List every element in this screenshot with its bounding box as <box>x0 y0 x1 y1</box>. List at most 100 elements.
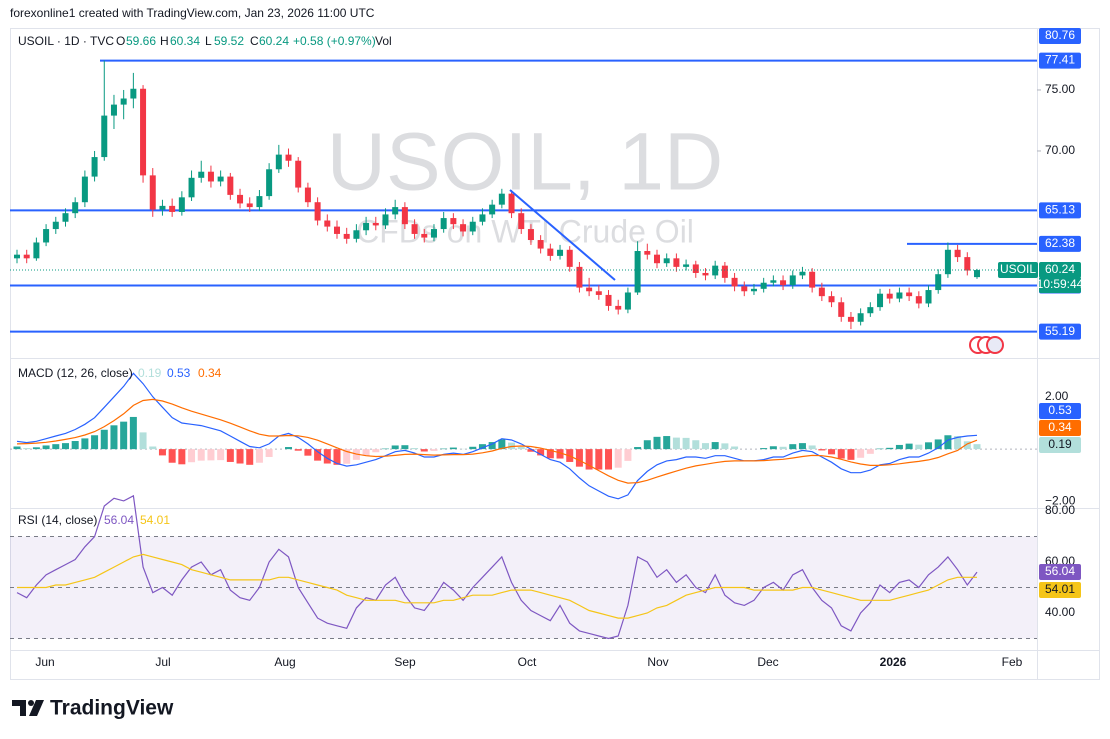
logo-mark <box>12 700 26 716</box>
histogram-bar <box>789 444 797 450</box>
candle-body <box>14 254 20 259</box>
price-label-bg <box>1039 403 1081 419</box>
candle-body <box>430 229 437 238</box>
candle-body <box>130 88 137 99</box>
candle-body <box>925 290 932 304</box>
legend-letter: O <box>116 34 125 48</box>
candle-body <box>944 249 951 275</box>
candle-body <box>760 282 767 289</box>
histogram-bar <box>139 432 147 450</box>
candle-body <box>343 233 350 239</box>
histogram-bar <box>265 449 273 457</box>
histogram-bar <box>798 443 806 450</box>
price-label: 0.53 <box>1048 403 1072 417</box>
candle-body <box>178 197 185 212</box>
frame <box>10 28 1100 680</box>
candle-body <box>527 229 534 241</box>
x-tick-label: Nov <box>647 655 668 669</box>
candle-body <box>915 296 922 304</box>
candle-body <box>615 305 622 310</box>
candle-body <box>91 157 98 177</box>
histogram-bar <box>701 443 709 450</box>
candle-body <box>799 271 806 276</box>
price-label-bg <box>1039 28 1081 44</box>
x-tick-label: Oct <box>518 655 537 669</box>
candle-body <box>847 316 854 322</box>
price-label-bg <box>1039 564 1081 580</box>
price-label: 0.19 <box>1048 437 1072 451</box>
histogram-bar <box>362 449 370 456</box>
legend-value: 59.52 <box>214 34 244 48</box>
candle-body <box>353 230 360 239</box>
candle-body <box>867 307 874 314</box>
histogram-bar <box>236 449 244 464</box>
candle-body <box>246 203 253 208</box>
histogram-bar <box>682 437 690 450</box>
x-tick-label: Aug <box>274 655 295 669</box>
candle-body <box>421 233 428 238</box>
candle-body <box>886 293 893 299</box>
histogram-bar <box>391 445 399 450</box>
candle-body <box>964 257 971 271</box>
candle-body <box>954 249 961 258</box>
y-tick-label: −2.00 <box>1045 494 1076 508</box>
candle-body <box>411 224 418 234</box>
histogram-bar <box>721 443 729 450</box>
histogram-bar <box>488 442 496 450</box>
histogram-bar <box>498 439 506 450</box>
histogram-bar <box>711 442 719 450</box>
price-label: USOIL <box>1000 262 1036 276</box>
candle-body <box>392 207 399 215</box>
candle-body <box>518 213 525 230</box>
price-label: 60.24 <box>1045 262 1075 276</box>
histogram-bar <box>537 449 545 456</box>
histogram-bar <box>81 438 89 450</box>
candle-body <box>110 104 117 116</box>
candle-body <box>256 196 263 208</box>
legend-value: 0.19 <box>138 366 162 380</box>
candle-body <box>818 287 825 297</box>
histogram-bar <box>158 449 166 456</box>
histogram-bar <box>866 449 874 454</box>
histogram-bar <box>91 435 99 450</box>
histogram-bar <box>469 446 477 450</box>
histogram-bar <box>440 448 448 450</box>
histogram-bar <box>527 449 535 452</box>
candle-body <box>33 242 40 259</box>
candle-body <box>644 251 651 255</box>
legend-change: +0.58 (+0.97%) <box>293 34 376 48</box>
price-label-bg <box>1039 202 1081 219</box>
candle-body <box>750 288 757 292</box>
candle-body <box>52 221 59 230</box>
candle-body <box>586 287 593 292</box>
candle-body <box>809 271 816 288</box>
histogram-bar <box>915 444 923 450</box>
histogram-bar <box>23 448 31 450</box>
candle-body <box>217 176 224 182</box>
candle-body <box>566 249 573 267</box>
price-label-bg <box>998 262 1038 279</box>
candle-body <box>770 280 777 283</box>
rsi-line <box>16 494 978 640</box>
candle-body <box>624 292 631 310</box>
x-tick-label: 2026 <box>880 655 907 669</box>
candle-body <box>237 194 244 204</box>
candle-body <box>285 154 292 161</box>
price-label: 62.38 <box>1045 236 1075 250</box>
candle-body <box>227 176 234 195</box>
candle-body <box>828 296 835 303</box>
histogram-bar <box>847 449 855 460</box>
histogram-bar <box>42 445 50 450</box>
candle-body <box>23 254 30 259</box>
legend-value: 0.53 <box>167 366 191 380</box>
price-label: 77.41 <box>1045 53 1075 67</box>
histogram-bar <box>692 440 700 450</box>
legend-value: 60.34 <box>170 34 200 48</box>
candle-body <box>266 169 273 197</box>
legend-value: 0.34 <box>198 366 222 380</box>
candle-body <box>401 207 408 225</box>
price-label-bg <box>1039 323 1081 340</box>
histogram-bar <box>672 437 680 450</box>
candle-body <box>576 266 583 288</box>
